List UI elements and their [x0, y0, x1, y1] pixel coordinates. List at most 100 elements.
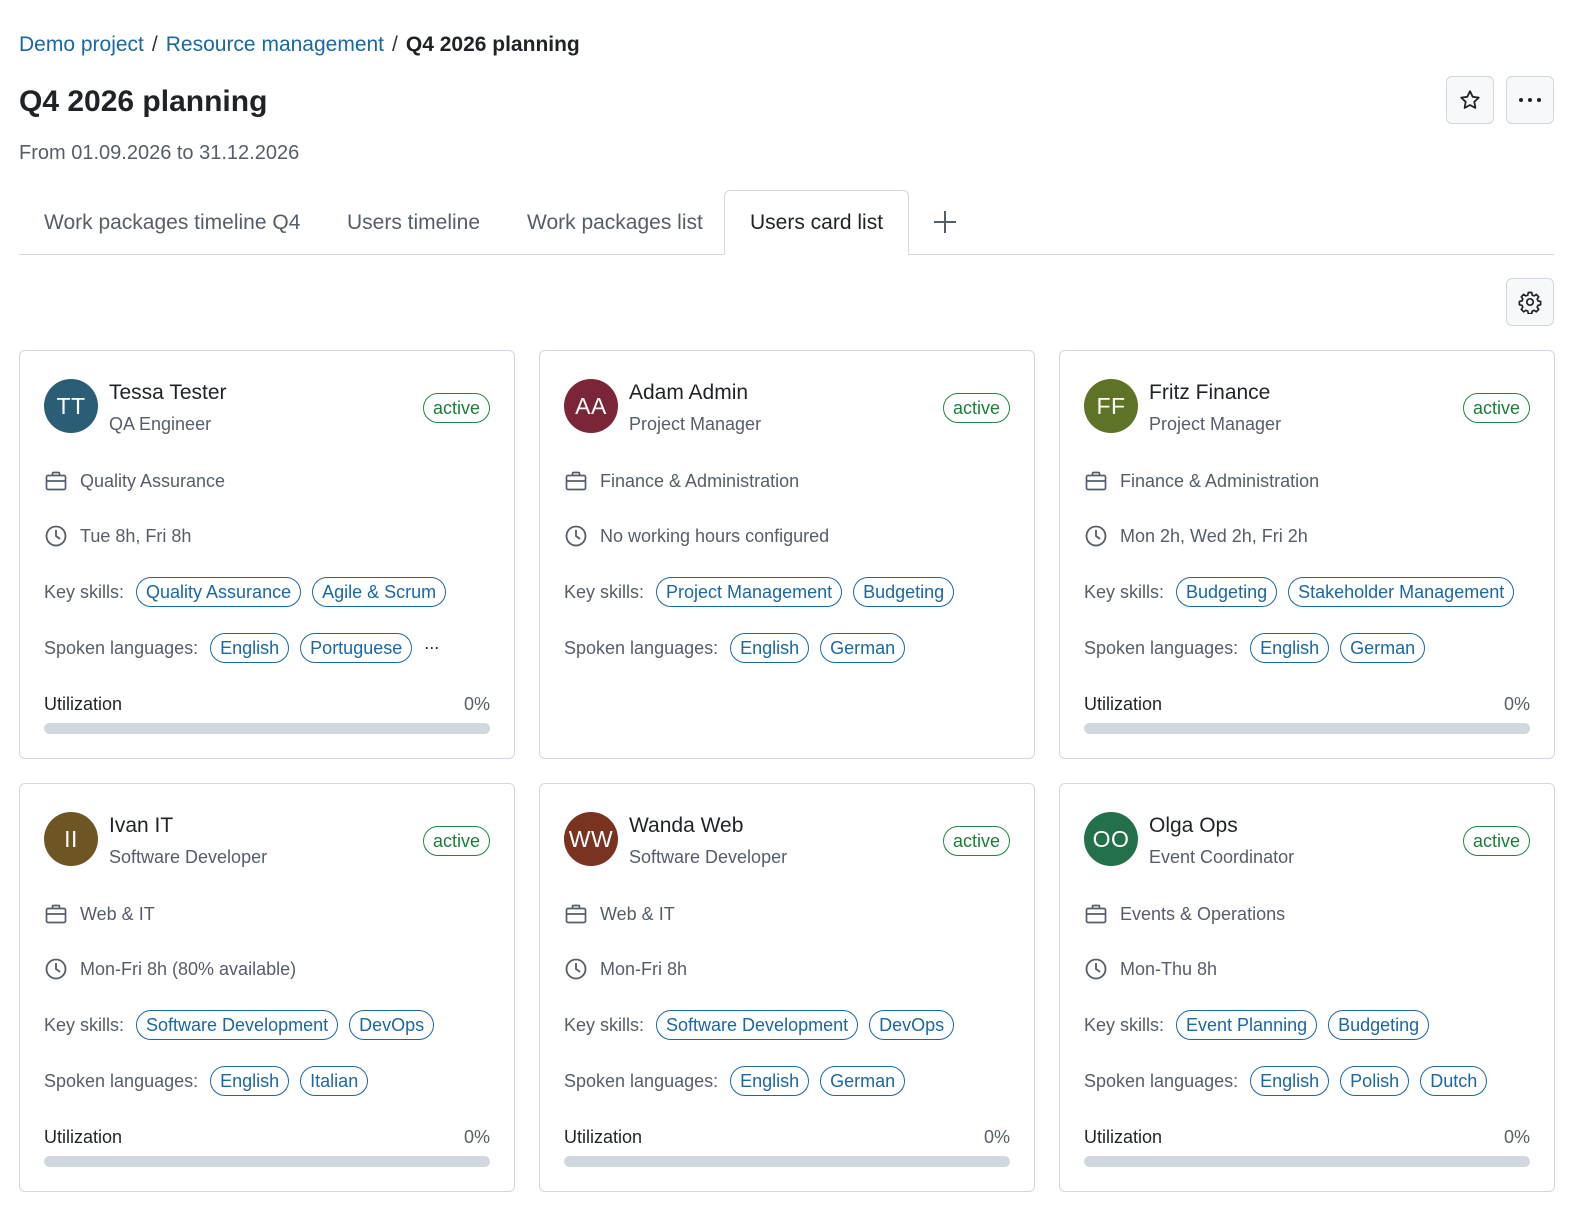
department-name: Web & IT [600, 903, 675, 924]
avatar[interactable]: OO [1084, 812, 1138, 866]
tab-label: Users card list [750, 210, 884, 234]
skill-chip[interactable]: Budgeting [853, 577, 955, 607]
language-chip[interactable]: English [210, 633, 290, 663]
skill-chip[interactable]: Project Management [656, 577, 843, 607]
working-hours: Mon-Fri 8h (80% available) [80, 958, 297, 979]
working-hours-row: Tue 8h, Fri 8h [44, 524, 191, 548]
briefcase-icon [1084, 469, 1108, 493]
skill-chip[interactable]: Event Planning [1176, 1010, 1318, 1040]
user-name[interactable]: Fritz Finance [1149, 381, 1271, 404]
spoken-languages-row: Spoken languages: English Italian [44, 1066, 379, 1096]
skill-chip[interactable]: Quality Assurance [136, 577, 302, 607]
utilization-value: 0% [463, 694, 490, 714]
utilization-label: Utilization [1084, 1127, 1163, 1147]
utilization-bar [1084, 1156, 1530, 1167]
clock-icon [564, 957, 588, 981]
more-actions-button[interactable] [1506, 76, 1554, 124]
breadcrumb: Demo project / Resource management / Q4 … [19, 31, 580, 59]
user-name[interactable]: Tessa Tester [109, 381, 227, 404]
language-chip[interactable]: Italian [300, 1066, 369, 1096]
avatar[interactable]: II [44, 812, 98, 866]
spoken-languages-chips: English German [730, 633, 916, 663]
language-chip[interactable]: Polish [1340, 1066, 1410, 1096]
tab-users-timeline[interactable]: Users timeline [322, 190, 505, 255]
breadcrumb-link-resource-management[interactable]: Resource management [165, 33, 385, 56]
language-chip[interactable]: English [730, 1066, 810, 1096]
key-skills-label: Key skills: [44, 1014, 125, 1035]
status-badge: active [942, 393, 1010, 423]
status-badge: active [1462, 393, 1530, 423]
user-role: Software Developer [629, 847, 788, 867]
status-badge: active [1462, 826, 1530, 856]
briefcase-icon [564, 469, 588, 493]
clock-icon [44, 957, 68, 981]
tab-work-packages-timeline[interactable]: Work packages timeline Q4 [19, 190, 325, 255]
department-name: Quality Assurance [80, 470, 226, 491]
working-hours-row: Mon-Fri 8h [564, 957, 687, 981]
key-skills-row: Key skills: Budgeting Stakeholder Managem… [1084, 577, 1525, 607]
department-row: Events & Operations [1084, 902, 1285, 926]
language-chip[interactable]: Dutch [1420, 1066, 1488, 1096]
user-card[interactable]: FF Fritz Finance Project Manager active … [1059, 350, 1555, 759]
skill-chip[interactable]: Agile & Scrum [312, 577, 447, 607]
working-hours-row: Mon 2h, Wed 2h, Fri 2h [1084, 524, 1308, 548]
spoken-languages-label: Spoken languages: [1084, 637, 1239, 658]
user-card[interactable]: II Ivan IT Software Developer active Web… [19, 783, 515, 1192]
skill-chip[interactable]: DevOps [349, 1010, 435, 1040]
skill-chip[interactable]: DevOps [869, 1010, 955, 1040]
skill-chip[interactable]: Software Development [656, 1010, 859, 1040]
key-skills-chips: Budgeting Stakeholder Management [1176, 577, 1525, 607]
user-name[interactable]: Wanda Web [629, 814, 744, 837]
clock-icon [1084, 524, 1108, 548]
avatar-initials: TT [56, 392, 86, 419]
user-card[interactable]: TT Tessa Tester QA Engineer active Quali… [19, 350, 515, 759]
user-card[interactable]: AA Adam Admin Project Manager active Fin… [539, 350, 1035, 759]
skill-chip[interactable]: Software Development [136, 1010, 339, 1040]
language-chip[interactable]: English [1250, 1066, 1330, 1096]
breadcrumb-link-project[interactable]: Demo project [19, 33, 144, 56]
key-skills-chips: Quality Assurance Agile & Scrum [136, 577, 457, 607]
spoken-languages-chips: English German [1250, 633, 1436, 663]
language-chip[interactable]: English [1250, 633, 1330, 663]
avatar[interactable]: TT [44, 379, 98, 433]
spoken-languages-chips: English Italian [210, 1066, 379, 1096]
user-card[interactable]: WW Wanda Web Software Developer active W… [539, 783, 1035, 1192]
user-role: Event Coordinator [1149, 847, 1295, 867]
spoken-languages-label: Spoken languages: [564, 1070, 719, 1091]
language-chip[interactable]: English [730, 633, 810, 663]
tab-users-card-list[interactable]: Users card list [724, 190, 910, 255]
user-card[interactable]: OO Olga Ops Event Coordinator active Eve… [1059, 783, 1555, 1192]
skill-chip[interactable]: Stakeholder Management [1288, 577, 1515, 607]
user-name[interactable]: Olga Ops [1149, 814, 1238, 837]
department-row: Finance & Administration [1084, 469, 1319, 493]
spoken-languages-row: Spoken languages: English German [564, 633, 916, 663]
avatar[interactable]: WW [564, 812, 618, 866]
language-chip[interactable]: German [820, 1066, 906, 1096]
utilization-value: 0% [1503, 1127, 1530, 1147]
user-name[interactable]: Adam Admin [629, 381, 749, 404]
language-chip[interactable]: German [820, 633, 906, 663]
star-icon [1460, 90, 1480, 109]
user-name[interactable]: Ivan IT [109, 814, 174, 837]
clock-icon [564, 524, 588, 548]
department-name: Finance & Administration [600, 470, 800, 491]
language-chip[interactable]: Portuguese [300, 633, 413, 663]
tab-label: Users timeline [347, 210, 481, 234]
settings-button[interactable] [1506, 278, 1554, 326]
skill-chip[interactable]: Budgeting [1328, 1010, 1430, 1040]
key-skills-label: Key skills: [564, 581, 645, 602]
favorite-button[interactable] [1446, 76, 1494, 124]
avatar-initials: FF [1096, 392, 1126, 419]
spoken-languages-row: Spoken languages: English Polish Dutch [1084, 1066, 1498, 1096]
avatar[interactable]: AA [564, 379, 618, 433]
key-skills-chips: Project Management Budgeting [656, 577, 965, 607]
skill-chip[interactable]: Budgeting [1176, 577, 1278, 607]
avatar[interactable]: FF [1084, 379, 1138, 433]
add-tab-button[interactable] [921, 198, 969, 246]
spoken-languages-label: Spoken languages: [564, 637, 719, 658]
tab-work-packages-list[interactable]: Work packages list [502, 190, 728, 255]
language-chip[interactable]: English [210, 1066, 290, 1096]
language-chip[interactable]: German [1340, 633, 1426, 663]
more-languages-indicator[interactable]: ... [424, 633, 440, 653]
page-subtitle: From 01.09.2026 to 31.12.2026 [19, 142, 300, 164]
